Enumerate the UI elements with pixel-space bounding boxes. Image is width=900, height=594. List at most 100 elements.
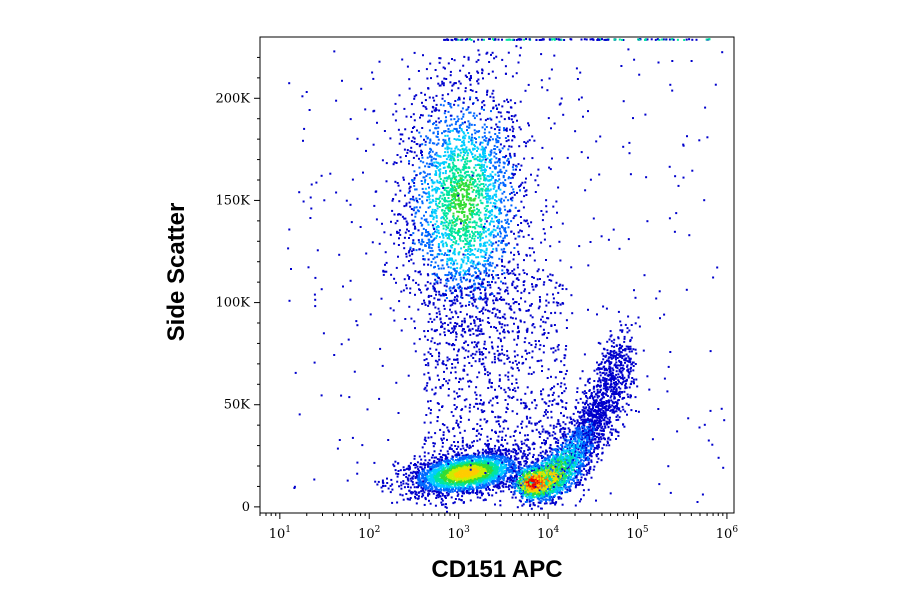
scatter-point [481, 106, 483, 109]
scatter-point [464, 273, 467, 276]
scatter-point [431, 210, 434, 213]
scatter-point [462, 224, 465, 227]
scatter-point [490, 385, 493, 388]
scatter-point [393, 465, 396, 468]
scatter-point [484, 356, 487, 359]
scatter-point [492, 187, 495, 190]
scatter-point [444, 224, 447, 227]
scatter-point [462, 274, 465, 277]
scatter-point [534, 458, 537, 461]
scatter-point [438, 202, 441, 205]
scatter-point [434, 359, 437, 362]
scatter-point [439, 194, 442, 197]
scatter-point [436, 255, 439, 258]
scatter-point [506, 210, 509, 213]
scatter-point [445, 282, 448, 285]
scatter-point [438, 277, 440, 280]
scatter-point [479, 272, 482, 275]
scatter-point [524, 300, 527, 303]
scatter-point [482, 154, 485, 157]
scatter-point [462, 203, 465, 206]
scatter-point [527, 83, 530, 86]
scatter-point [459, 267, 462, 270]
scatter-point [497, 415, 500, 418]
scatter-point [485, 487, 487, 490]
scatter-point [437, 126, 440, 129]
scatter-point [451, 235, 454, 237]
scatter-point [561, 400, 564, 403]
scatter-point [479, 225, 482, 228]
scatter-point [477, 327, 480, 330]
scatter-point [478, 194, 481, 197]
scatter-point [456, 358, 459, 361]
scatter-point [452, 277, 455, 280]
scatter-point [481, 126, 484, 129]
scatter-point [396, 182, 399, 184]
scatter-point [444, 274, 447, 276]
scatter-point [514, 360, 517, 363]
scatter-point [475, 185, 478, 188]
scatter-point [420, 91, 423, 94]
scatter-point [473, 185, 476, 188]
scatter-point [457, 350, 460, 353]
scatter-point [520, 398, 523, 401]
scatter-point [467, 231, 470, 233]
scatter-point [465, 287, 468, 290]
scatter-point [483, 450, 486, 453]
scatter-point [423, 421, 426, 424]
scatter-point [480, 165, 483, 168]
scatter-point [449, 208, 452, 211]
scatter-point [450, 468, 453, 471]
scatter-point [488, 239, 491, 242]
scatter-point [384, 263, 386, 266]
scatter-point [430, 260, 433, 263]
scatter-point [408, 160, 411, 163]
scatter-point [563, 357, 566, 360]
scatter-point [544, 440, 547, 443]
scatter-point [505, 302, 508, 305]
scatter-point [463, 211, 466, 214]
scatter-point [369, 313, 372, 316]
scatter-point [452, 175, 455, 178]
scatter-point [480, 255, 483, 258]
scatter-point [497, 357, 500, 360]
scatter-point [436, 360, 439, 363]
scatter-point [454, 220, 457, 223]
scatter-point [427, 231, 430, 233]
scatter-point [487, 210, 490, 213]
scatter-point [500, 359, 503, 362]
scatter-point [402, 466, 405, 469]
scatter-point [466, 250, 469, 252]
scatter-point [444, 241, 447, 244]
scatter-point [535, 284, 538, 287]
scatter-point [501, 269, 504, 272]
scatter-point [483, 108, 485, 111]
scatter-point [472, 102, 474, 105]
scatter-point [514, 443, 517, 446]
scatter-point [468, 235, 471, 238]
scatter-point [437, 496, 440, 499]
scatter-point [460, 258, 463, 261]
scatter-point [469, 203, 472, 206]
scatter-point [563, 364, 566, 367]
scatter-point [490, 174, 493, 177]
scatter-point [424, 335, 427, 338]
scatter-point [530, 391, 533, 394]
scatter-point [476, 423, 479, 426]
scatter-point [455, 129, 458, 132]
scatter-point [497, 462, 500, 465]
scatter-point [430, 156, 433, 158]
scatter-point [417, 210, 420, 213]
scatter-point [549, 450, 552, 453]
scatter-point [417, 479, 420, 482]
scatter-point [541, 333, 544, 336]
scatter-point [474, 461, 477, 464]
scatter-point [398, 237, 400, 240]
scatter-point [503, 353, 506, 356]
scatter-point [393, 161, 396, 164]
scatter-point [479, 231, 482, 233]
scatter-point [497, 174, 500, 177]
scatter-point [427, 258, 430, 261]
scatter-point [446, 204, 449, 207]
scatter-point [446, 456, 449, 459]
